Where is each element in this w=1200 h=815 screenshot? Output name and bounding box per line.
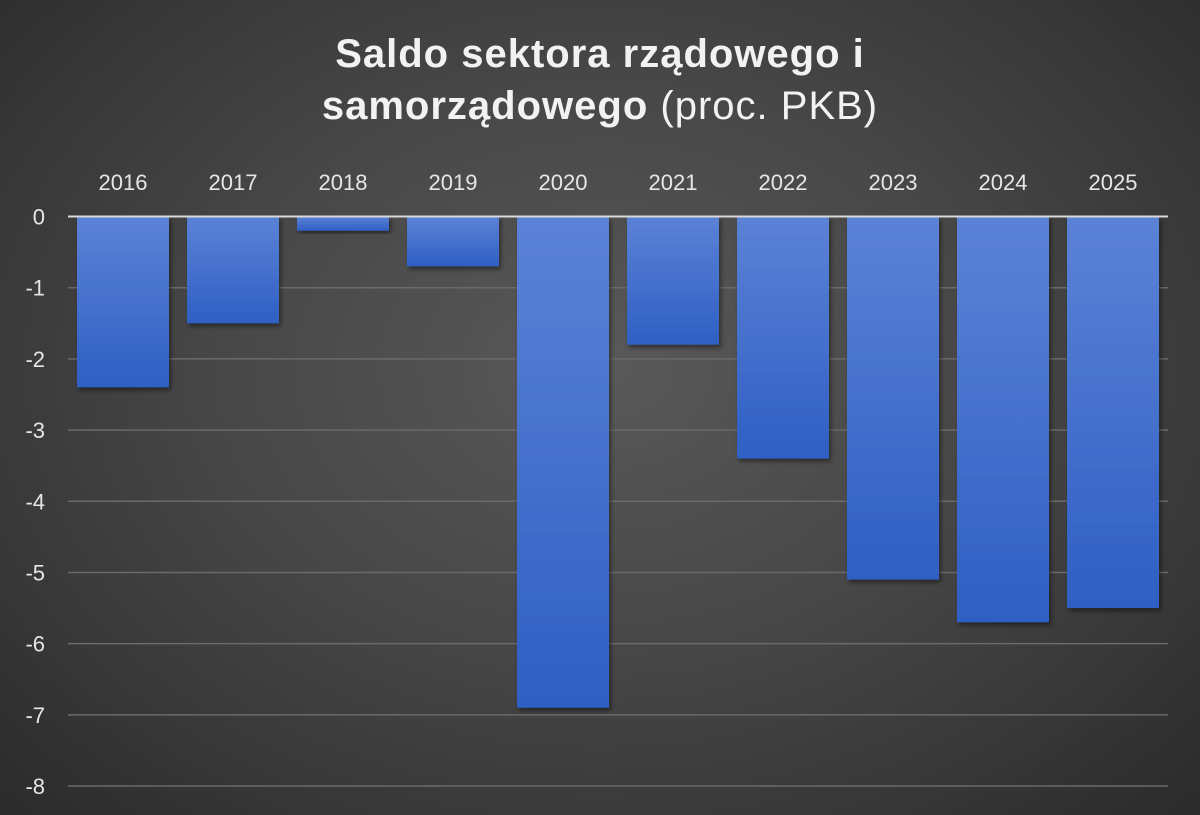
- chart-title-line1: Saldo sektora rządowego i: [335, 32, 865, 76]
- bar-2023: [847, 216, 939, 580]
- bar-2025: [1067, 216, 1159, 609]
- bar-2017: [187, 216, 279, 324]
- x-axis-ticks: 2016 2017 2018 2019 2020 2021 2022 2023 2024 2025: [99, 170, 1138, 195]
- chart-title: Saldo sektora rządowego i samorządowego …: [0, 28, 1200, 132]
- x-tick-label: 2017: [209, 170, 258, 195]
- chart-title-line2: samorządowego (proc. PKB): [0, 80, 1200, 132]
- x-tick-label: 2016: [99, 170, 148, 195]
- y-tick-label: -5: [25, 560, 45, 585]
- x-tick-label: 2020: [539, 170, 588, 195]
- bar-2019: [407, 216, 499, 267]
- x-tick-label: 2025: [1089, 170, 1138, 195]
- bars: [77, 216, 1159, 708]
- x-tick-label: 2024: [979, 170, 1028, 195]
- x-tick-label: 2022: [759, 170, 808, 195]
- bar-2020: [517, 216, 609, 708]
- bar-2016: [77, 216, 169, 388]
- y-tick-label: -2: [25, 347, 45, 372]
- y-tick-label: -8: [25, 774, 45, 799]
- bar-2021: [627, 216, 719, 345]
- y-tick-label: -3: [25, 418, 45, 443]
- bar-2018: [297, 216, 389, 231]
- bar-2022: [737, 216, 829, 459]
- y-tick-label: -4: [25, 489, 45, 514]
- y-tick-label: -1: [25, 276, 45, 301]
- y-axis-ticks: 0 -1 -2 -3 -4 -5 -6 -7 -8: [25, 205, 45, 800]
- x-tick-label: 2021: [649, 170, 698, 195]
- x-tick-label: 2019: [429, 170, 478, 195]
- x-tick-label: 2018: [319, 170, 368, 195]
- y-tick-label: -7: [25, 703, 45, 728]
- x-tick-label: 2023: [869, 170, 918, 195]
- chart-title-line2-normal: (proc. PKB): [660, 84, 879, 128]
- y-tick-label: -6: [25, 632, 45, 657]
- y-tick-label: 0: [33, 205, 45, 230]
- chart-title-line2-bold: samorządowego: [321, 84, 649, 128]
- bar-2024: [957, 216, 1049, 623]
